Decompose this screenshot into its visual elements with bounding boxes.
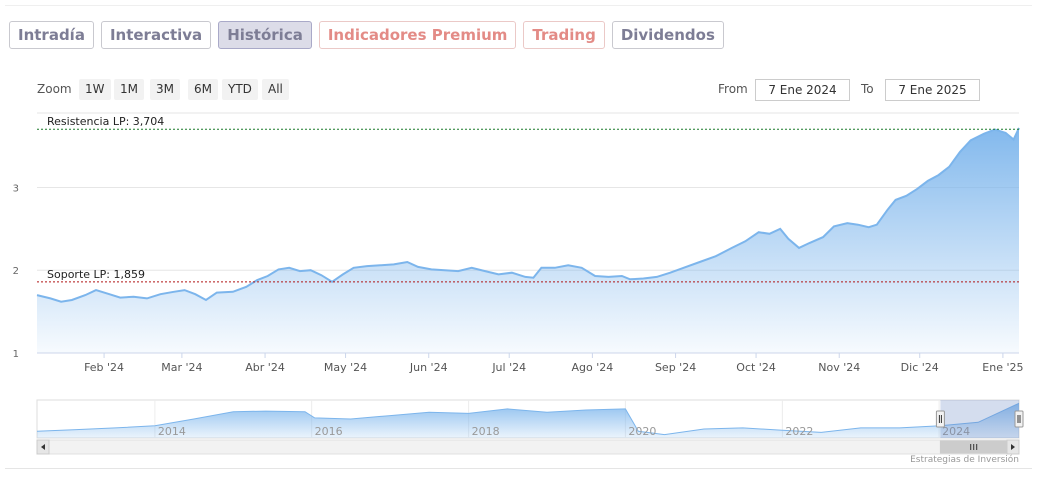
- x-tick-label: Ago '24: [572, 361, 614, 374]
- y-tick-label: 2: [13, 266, 19, 277]
- tab-trading[interactable]: Trading: [523, 21, 605, 49]
- chevron-right-icon: [1011, 444, 1015, 450]
- resistance-label: Resistencia LP: 3,704: [47, 115, 164, 128]
- from-label: From: [718, 82, 748, 96]
- tab-intradia[interactable]: Intradía: [9, 21, 94, 49]
- x-tick-label: Mar '24: [161, 361, 202, 374]
- zoom-1w-button[interactable]: 1W: [79, 79, 111, 100]
- navigator-right-handle[interactable]: [1014, 410, 1024, 428]
- chart-credit: Estrategias de Inversión: [910, 455, 1019, 465]
- support-label: Soporte LP: 1,859: [47, 268, 145, 281]
- navigator-year-label: 2024: [942, 425, 970, 438]
- navigator-year-label: 2018: [472, 425, 500, 438]
- zoom-ytd-button[interactable]: YTD: [222, 79, 258, 100]
- to-label: To: [861, 82, 874, 96]
- navigator-selection[interactable]: [940, 400, 1019, 438]
- navigator-year-label: 2022: [785, 425, 813, 438]
- from-date-input[interactable]: 7 Ene 2024: [755, 79, 850, 101]
- navigator-line: [36, 402, 1020, 436]
- tab-interactiva[interactable]: Interactiva: [100, 21, 212, 49]
- to-date-input[interactable]: 7 Ene 2025: [885, 79, 980, 101]
- x-tick-label: May '24: [324, 361, 367, 374]
- x-tick-label: Sep '24: [655, 361, 696, 374]
- axes: 1 2 3 Feb '24 Mar '24 Abr '24 May '24 Jun '24 Ju…: [13, 183, 1024, 374]
- navigator-left-handle[interactable]: [935, 410, 945, 428]
- y-tick-label: 1: [13, 349, 19, 360]
- zoom-3m-button[interactable]: 3M: [150, 79, 180, 100]
- navigator-year-label: 2014: [158, 425, 186, 438]
- series-line: [36, 127, 1020, 303]
- x-tick-label: Nov '24: [818, 361, 860, 374]
- x-tick-label: Oct '24: [736, 361, 776, 374]
- tab-indicadores-premium[interactable]: Indicadores Premium: [318, 21, 517, 49]
- zoom-all-button[interactable]: All: [262, 79, 289, 100]
- tab-historica[interactable]: Histórica: [218, 21, 312, 49]
- levels: Resistencia LP: 3,704 Soporte LP: 1,859: [37, 115, 1019, 283]
- chevron-left-icon: [41, 444, 45, 450]
- zoom-6m-button[interactable]: 6M: [188, 79, 218, 100]
- chart-tabs: Intradía Interactiva Histórica Indicador…: [9, 21, 724, 49]
- y-tick-label: 3: [13, 183, 19, 194]
- x-tick-label: Jun '24: [409, 361, 448, 374]
- series-area: [36, 127, 1020, 354]
- navigator[interactable]: 2014 2016 2018 2020 2022 2024: [36, 399, 1024, 455]
- navigator-area: [37, 403, 1019, 438]
- x-tick-label: Ene '25: [982, 361, 1023, 374]
- navigator-year-label: 2016: [315, 425, 343, 438]
- zoom-1m-button[interactable]: 1M: [114, 79, 144, 100]
- x-tick-label: Dic '24: [901, 361, 939, 374]
- top-divider: [5, 5, 1032, 6]
- scrollbar-track[interactable]: [36, 439, 1020, 455]
- x-tick-label: Feb '24: [84, 361, 124, 374]
- x-tick-label: Jul '24: [491, 361, 526, 374]
- zoom-label: Zoom: [37, 82, 72, 96]
- bottom-divider: [5, 468, 1032, 469]
- x-tick-label: Abr '24: [245, 361, 285, 374]
- series-area-fill: [37, 127, 1019, 354]
- navigator-year-label: 2020: [628, 425, 656, 438]
- tab-dividendos[interactable]: Dividendos: [611, 21, 724, 49]
